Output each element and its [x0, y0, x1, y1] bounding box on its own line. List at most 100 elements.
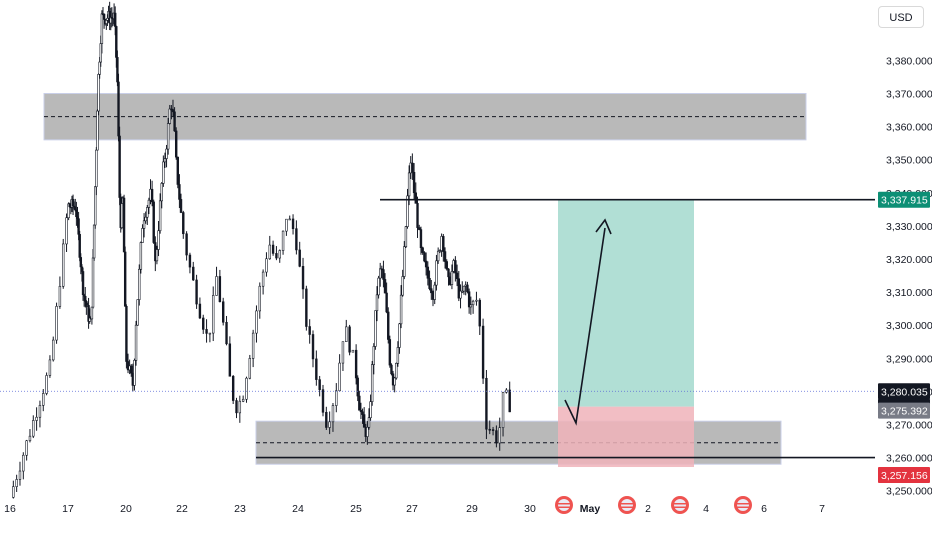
candle-body	[231, 375, 235, 401]
candle-body	[215, 276, 218, 296]
candle-body	[495, 430, 498, 444]
candle-body	[271, 244, 275, 254]
candle-body	[388, 339, 392, 366]
candle-body	[491, 429, 495, 431]
candle-body	[195, 279, 198, 305]
candles-layer	[12, 1, 511, 499]
candle-body	[426, 266, 430, 279]
candle-body	[146, 207, 149, 218]
x-tick-label: 30	[524, 503, 536, 515]
candle-body	[275, 253, 278, 259]
candle-body	[248, 358, 252, 379]
axis-layer: 3,380.0003,370.0003,360.0003,350.0003,34…	[4, 55, 932, 515]
last-price-label: 3,280.035	[878, 383, 930, 400]
x-tick-label: 4	[703, 503, 709, 515]
x-tick-label: 7	[819, 503, 825, 515]
candle-body	[370, 364, 374, 402]
candle-body	[198, 303, 202, 319]
candle-body	[123, 251, 127, 307]
projection-arrowhead	[595, 218, 612, 235]
candle-body	[22, 454, 25, 472]
candle-body	[81, 271, 85, 295]
candle-body	[396, 347, 400, 364]
x-tick-label: 17	[62, 503, 74, 515]
candle-body	[265, 258, 268, 273]
candle-body	[245, 377, 248, 400]
y-tick-label: 3,320.000	[886, 254, 932, 266]
candle-body	[120, 203, 124, 228]
candle-body	[235, 400, 238, 414]
target-area[interactable]	[558, 199, 694, 407]
currency-button[interactable]: USD	[878, 6, 924, 28]
candle-body	[251, 332, 255, 359]
candle-body	[401, 276, 404, 296]
candle-body	[412, 172, 416, 194]
entry-price-label: 3,275.392	[878, 402, 930, 419]
candle-body	[113, 12, 117, 27]
candle-body	[442, 236, 445, 252]
x-tick-label: 23	[234, 503, 246, 515]
event-flag-icon[interactable]	[618, 496, 636, 514]
event-flag-icon[interactable]	[671, 496, 689, 514]
y-tick-label: 3,360.000	[886, 122, 932, 134]
candle-body	[179, 199, 183, 213]
y-tick-label: 3,270.000	[886, 420, 932, 432]
candle-body	[97, 73, 100, 112]
candle-body	[471, 300, 475, 306]
candle-body	[399, 294, 403, 325]
event-flag-icon[interactable]	[734, 496, 752, 514]
candle-body	[278, 250, 281, 259]
candle-body	[202, 317, 205, 330]
candle-body	[158, 200, 162, 232]
candle-body	[42, 393, 45, 406]
candle-body	[435, 260, 438, 286]
candle-body	[454, 260, 457, 274]
candle-body	[416, 203, 419, 228]
candle-body	[341, 341, 345, 364]
candle-body	[212, 295, 215, 334]
events-layer	[555, 496, 752, 514]
target-price-label: 3,337.915	[878, 191, 930, 208]
candle-body	[176, 156, 179, 185]
candle-body	[218, 276, 222, 303]
candle-body	[359, 409, 363, 413]
event-flag-stripe	[674, 506, 686, 508]
candle-body	[308, 326, 311, 335]
candle-body	[421, 247, 424, 253]
candle-body	[136, 299, 139, 326]
candle-body	[315, 358, 318, 380]
candle-body	[281, 230, 285, 251]
candle-body	[125, 305, 128, 362]
candle-body	[48, 359, 52, 376]
candle-body	[383, 279, 387, 294]
x-tick-label: 25	[350, 503, 362, 515]
candle-body	[374, 310, 377, 347]
candle-body	[424, 260, 428, 268]
x-tick-label: 27	[406, 503, 418, 515]
event-flag-icon[interactable]	[555, 496, 573, 514]
candle-body	[65, 217, 68, 245]
candle-body	[356, 377, 359, 397]
y-tick-label: 3,380.000	[886, 55, 932, 67]
candle-body	[467, 291, 471, 308]
candle-body	[152, 201, 155, 243]
projection-arrow[interactable]	[564, 227, 606, 426]
event-flag-stripe	[737, 506, 749, 508]
y-tick-label: 3,260.000	[886, 453, 932, 465]
candle-body	[430, 288, 433, 294]
event-flag-stripe	[558, 506, 570, 508]
candle-body	[102, 13, 106, 20]
x-tick-label: 20	[120, 503, 132, 515]
candle-body	[90, 306, 94, 320]
lines-layer	[0, 198, 875, 459]
candle-body	[459, 290, 462, 299]
candle-body	[205, 329, 208, 334]
candle-body	[144, 216, 147, 222]
x-tick-label: 22	[176, 503, 188, 515]
x-tick-label: 6	[761, 503, 767, 515]
candle-body	[498, 427, 501, 444]
candle-body	[390, 364, 393, 375]
candle-body	[462, 285, 466, 292]
